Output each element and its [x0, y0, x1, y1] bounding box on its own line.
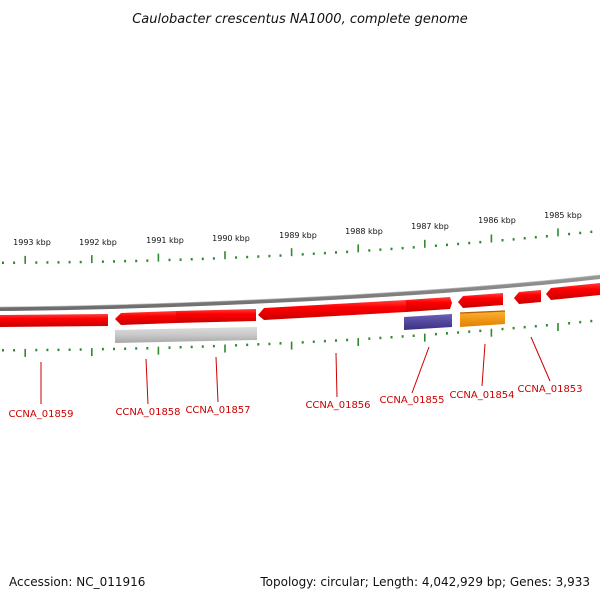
gene-arrow — [514, 290, 541, 304]
tick-label: 1992 kbp — [79, 238, 117, 247]
tick-label: 1986 kbp — [478, 216, 516, 225]
inner-features — [115, 310, 506, 343]
gene-arrow — [406, 297, 452, 312]
tick-label: 1985 kbp — [544, 211, 582, 220]
tick-label: 1993 kbp — [13, 238, 51, 247]
accession-text: Accession: NC_011916 — [9, 575, 145, 589]
outer-tick-ring — [2, 228, 593, 264]
tick-label: 1989 kbp — [279, 231, 317, 240]
map-title: Caulobacter crescentus NA1000, complete … — [132, 12, 468, 27]
gene-labels: CCNA_01859 CCNA_01858 CCNA_01857 CCNA_01… — [8, 384, 582, 420]
tick-label: 1987 kbp — [411, 222, 449, 231]
gene-arrow — [115, 311, 176, 325]
orange-feature — [460, 311, 505, 327]
genome-summary-text: Topology: circular; Length: 4,042,929 bp… — [259, 575, 590, 589]
inner-tick-ring — [2, 319, 593, 357]
gene-leader-lines — [40, 336, 551, 405]
tick-labels: 1993 kbp 1992 kbp 1991 kbp 1990 kbp 1989… — [13, 211, 582, 247]
gene-label: CCNA_01856 — [305, 400, 370, 411]
gene-label: CCNA_01853 — [517, 384, 582, 395]
tick-label: 1988 kbp — [345, 227, 383, 236]
gene-arrow — [258, 300, 406, 320]
gene-arrow — [458, 293, 503, 308]
tick-label: 1990 kbp — [212, 234, 250, 243]
gene-arrow — [176, 309, 256, 323]
purple-feature — [404, 314, 452, 330]
tick-label: 1991 kbp — [146, 236, 184, 245]
gene-label: CCNA_01857 — [185, 405, 250, 416]
gene-arrow — [0, 314, 108, 327]
gene-label: CCNA_01854 — [449, 390, 514, 401]
gene-label: CCNA_01855 — [379, 395, 444, 406]
gene-label: CCNA_01858 — [115, 407, 180, 418]
gray-feature — [115, 327, 257, 343]
gene-label: CCNA_01859 — [8, 409, 73, 420]
gene-arrow — [546, 283, 600, 300]
genome-backbone — [0, 274, 600, 311]
gene-features — [0, 283, 600, 327]
